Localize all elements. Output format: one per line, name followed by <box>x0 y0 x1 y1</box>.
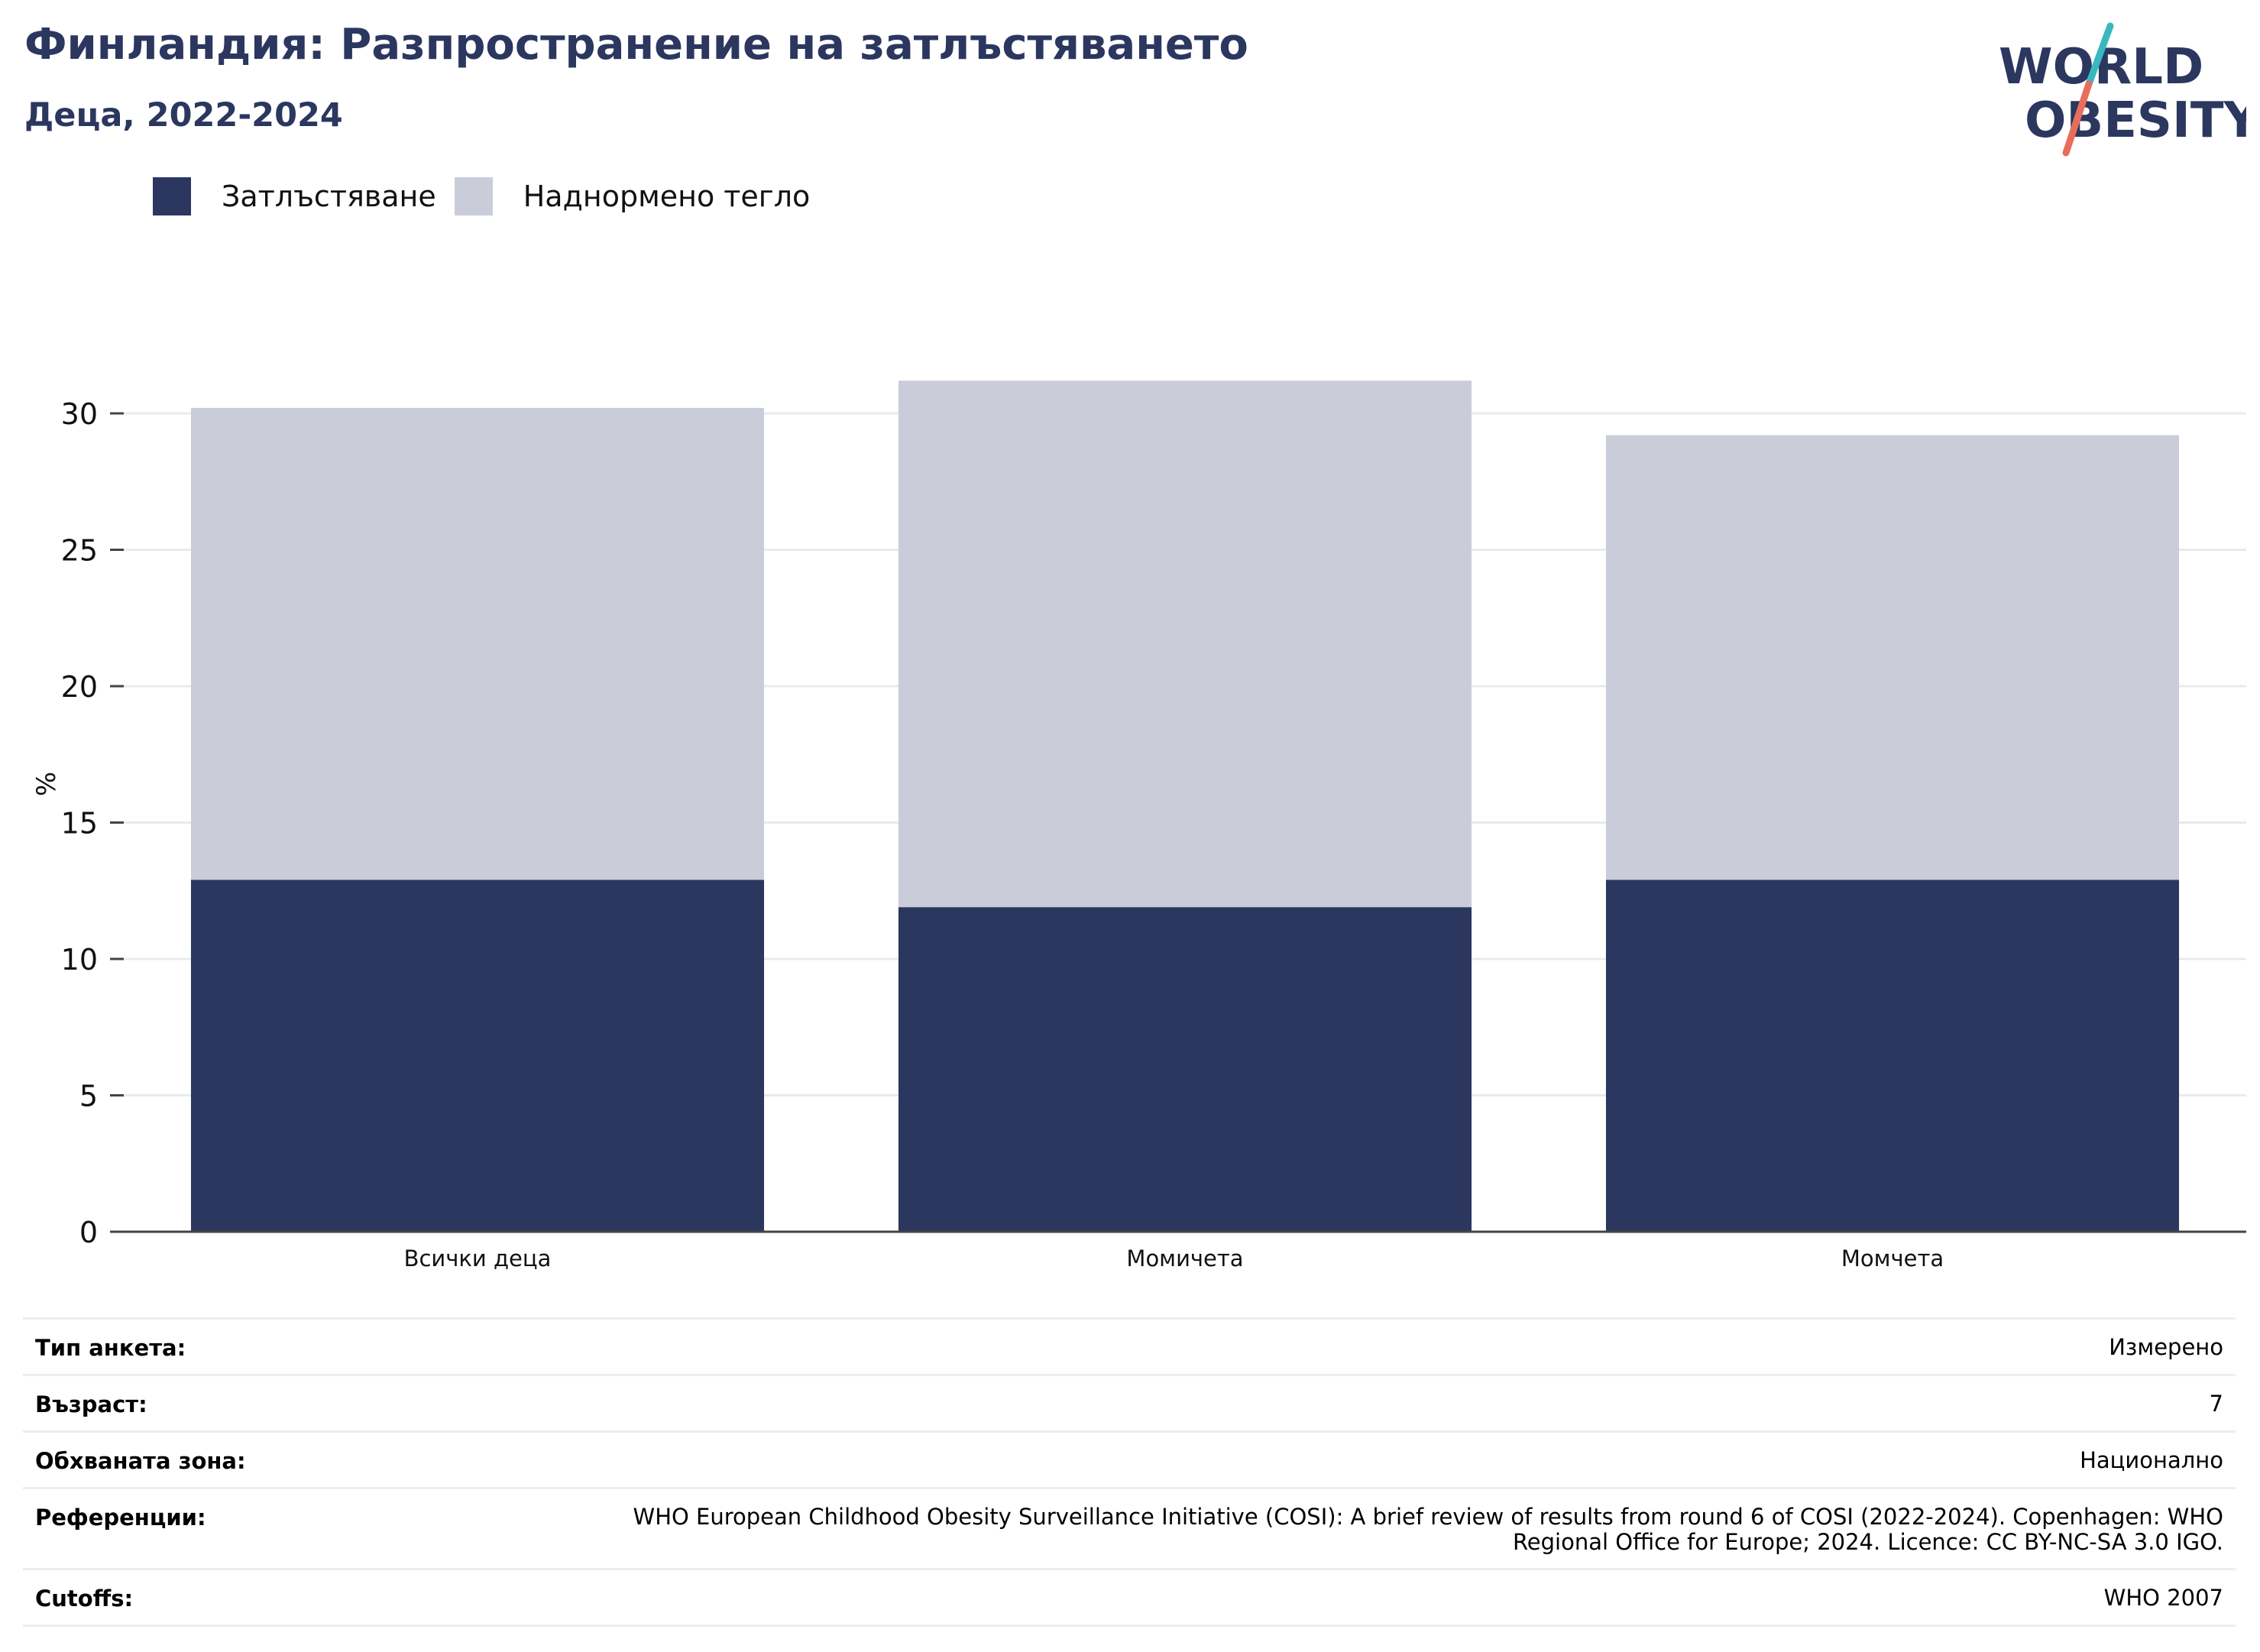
legend-label-overweight: Наднормено тегло <box>523 180 811 213</box>
y-axis-label: % <box>31 772 62 796</box>
legend-label-obesity: Затлъстяване <box>222 180 436 213</box>
y-tick-label: 25 <box>61 534 98 568</box>
legend-item-obesity: Затлъстяване <box>153 177 436 215</box>
y-tick-label: 15 <box>61 807 98 841</box>
info-row: Cutoffs: WHO 2007 <box>23 1570 2236 1627</box>
info-label: Референции: <box>35 1505 206 1531</box>
logo-slash-bottom <box>2062 80 2093 157</box>
bar-overweight <box>190 407 765 880</box>
info-label: Тип анкета: <box>35 1335 186 1361</box>
logo-line-2: OBESITY <box>2025 92 2246 149</box>
info-value: WHO 2007 <box>2103 1585 2223 1611</box>
x-tick-label: Всички деца <box>404 1245 552 1271</box>
legend-item-overweight: Наднормено тегло <box>454 177 811 215</box>
info-value: Измерено <box>2109 1334 2223 1360</box>
y-tick-label: 10 <box>61 943 98 977</box>
info-table: Тип анкета: Измерено Възраст: 7 Обхваната зо… <box>23 1317 2236 1627</box>
bar-overweight <box>898 381 1472 908</box>
y-tick-label: 0 <box>79 1216 98 1249</box>
legend-swatch-overweight <box>454 177 493 215</box>
info-row: Възраст: 7 <box>23 1376 2236 1433</box>
bar-obesity <box>190 879 765 1232</box>
info-label: Възраст: <box>35 1391 147 1417</box>
info-row: Тип анкета: Измерено <box>23 1320 2236 1376</box>
bar-obesity <box>1605 879 2180 1232</box>
chart-legend: Затлъстяване Наднормено тегло <box>153 176 828 217</box>
info-row: Обхваната зона: Национално <box>23 1433 2236 1489</box>
stacked-bar-chart: 0 5 10 15 20 25 30% Всички деца Момичета Момчета <box>31 381 2246 1271</box>
logo-slash-top <box>2085 22 2114 88</box>
bar-overweight <box>1605 435 2180 880</box>
bar-obesity <box>898 907 1472 1232</box>
info-value: Национално <box>2080 1447 2223 1473</box>
x-tick-label: Момичета <box>1126 1245 1243 1271</box>
y-tick-label: 30 <box>61 397 98 431</box>
x-tick-label: Момчета <box>1841 1245 1944 1271</box>
info-label: Cutoffs: <box>35 1586 134 1612</box>
info-value: WHO European Childhood Obesity Surveilla… <box>633 1504 2223 1555</box>
chart-title: Финландия: Разпространение на затлъстява… <box>24 20 1248 70</box>
y-tick-label: 20 <box>61 670 98 704</box>
y-tick-label: 5 <box>79 1080 98 1113</box>
legend-swatch-obesity <box>153 177 191 215</box>
info-row: Референции: WHO European Childhood Obesit… <box>23 1489 2236 1570</box>
info-label: Обхваната зона: <box>35 1448 246 1474</box>
world-obesity-logo: WORLD OBESITY <box>1999 22 2246 157</box>
info-value: 7 <box>2209 1391 2223 1417</box>
chart-subtitle: Деца, 2022-2024 <box>24 96 343 134</box>
